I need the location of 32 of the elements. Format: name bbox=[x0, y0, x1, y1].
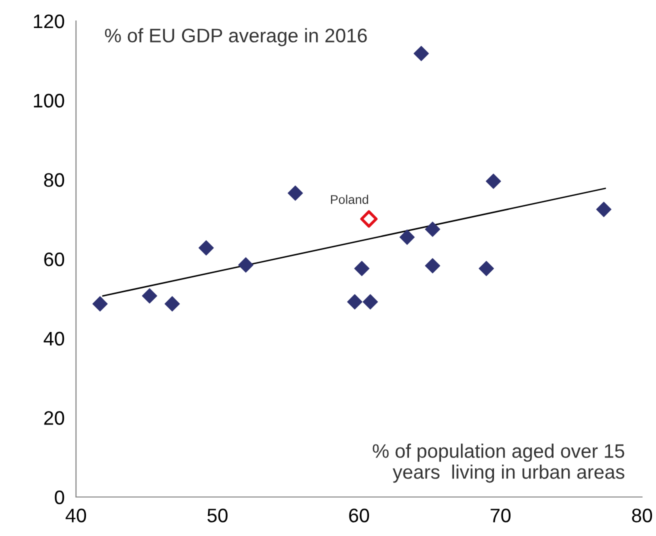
point bbox=[424, 258, 440, 274]
point bbox=[399, 230, 415, 245]
point bbox=[486, 174, 502, 189]
point bbox=[414, 46, 429, 62]
x-axis-title: % of population aged over 15 years living in urban areas bbox=[372, 444, 624, 483]
point bbox=[424, 222, 440, 237]
point bbox=[238, 257, 254, 273]
point bbox=[164, 296, 180, 312]
y-tick-label: 0 bbox=[54, 490, 64, 504]
point bbox=[92, 296, 108, 312]
y-tick-label: 100 bbox=[34, 94, 64, 108]
y-axis-title: % of EU GDP average in 2016 bbox=[104, 28, 367, 46]
y-tick-label: 80 bbox=[44, 173, 64, 187]
point bbox=[288, 186, 303, 201]
x-tick-label: 70 bbox=[490, 508, 511, 522]
y-tick-label: 120 bbox=[34, 14, 64, 28]
point bbox=[596, 202, 612, 218]
point bbox=[354, 260, 370, 276]
y-tick-label: 40 bbox=[44, 332, 64, 346]
y-tick-label: 20 bbox=[44, 411, 64, 425]
point bbox=[478, 260, 494, 276]
x-tick-label: 60 bbox=[349, 508, 370, 522]
point bbox=[360, 210, 378, 228]
x-tick-label: 80 bbox=[632, 508, 652, 522]
point bbox=[347, 294, 362, 310]
point bbox=[362, 294, 378, 310]
series-label: Poland bbox=[331, 194, 368, 204]
y-tick-label: 60 bbox=[44, 252, 64, 266]
point bbox=[198, 240, 214, 256]
x-tick-label: 40 bbox=[66, 508, 86, 522]
point bbox=[142, 288, 158, 304]
x-tick-label: 50 bbox=[207, 508, 228, 522]
